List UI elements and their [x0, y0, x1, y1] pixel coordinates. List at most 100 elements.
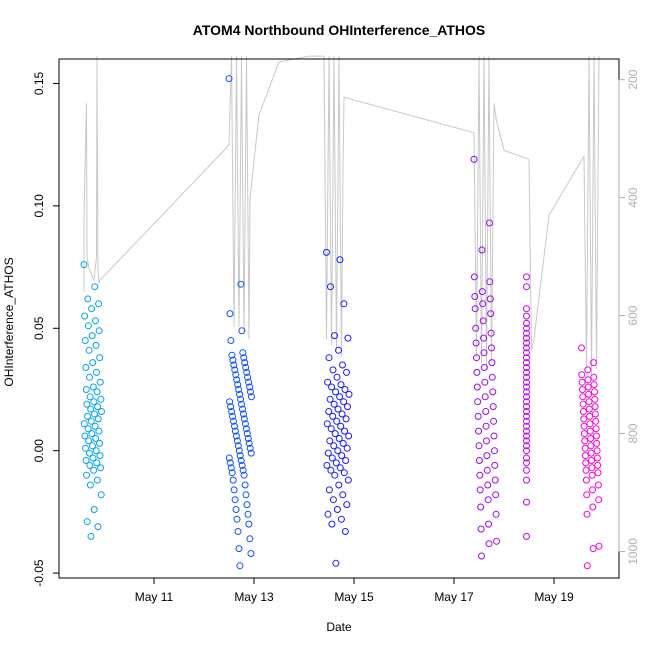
data-point — [241, 420, 249, 428]
x-axis-label: Date — [326, 620, 352, 634]
data-point — [341, 528, 349, 535]
data-point — [90, 398, 98, 406]
data-point — [473, 368, 481, 376]
data-point — [486, 278, 494, 286]
data-point — [477, 525, 485, 533]
data-point — [86, 393, 94, 401]
data-point — [97, 464, 105, 472]
data-point — [335, 481, 343, 489]
data-point — [578, 378, 586, 386]
data-point — [248, 393, 255, 401]
data-point — [523, 393, 530, 401]
data-point — [475, 427, 483, 435]
data-point — [243, 430, 251, 438]
data-point — [95, 300, 103, 308]
data-point — [488, 373, 496, 381]
data-point — [523, 354, 530, 362]
data-point — [229, 412, 236, 420]
data-point — [239, 466, 247, 474]
data-point — [523, 339, 530, 347]
data-point — [343, 501, 351, 509]
data-point — [471, 305, 479, 313]
data-points — [80, 75, 603, 570]
data-point — [233, 515, 241, 523]
data-point — [324, 510, 332, 518]
data-point — [236, 452, 244, 460]
data-point — [228, 469, 236, 477]
data-point — [523, 437, 530, 445]
data-point — [237, 280, 245, 288]
data-point — [80, 420, 88, 428]
data-point — [242, 491, 250, 499]
data-point — [80, 261, 88, 269]
data-point — [344, 334, 352, 342]
data-point — [231, 422, 238, 430]
right-tick-label: 200 — [626, 69, 640, 89]
data-point — [486, 295, 494, 303]
data-point — [235, 386, 243, 393]
data-point — [88, 430, 96, 438]
data-point — [82, 386, 90, 393]
data-point — [82, 444, 89, 452]
data-point — [580, 415, 588, 423]
data-point — [523, 273, 530, 281]
data-point — [85, 449, 93, 457]
data-point — [337, 381, 345, 389]
data-point — [84, 412, 91, 420]
data-point — [333, 417, 341, 425]
data-point — [328, 383, 336, 391]
data-point — [479, 317, 487, 325]
data-point — [327, 283, 334, 291]
data-point — [339, 361, 346, 369]
data-point — [240, 410, 247, 418]
data-point — [581, 452, 589, 460]
right-tick-label: 1000 — [626, 538, 640, 565]
data-point — [97, 395, 105, 403]
data-point — [231, 366, 239, 374]
data-point — [81, 337, 89, 344]
data-point — [475, 442, 483, 450]
data-point — [94, 403, 102, 411]
data-point — [89, 383, 97, 391]
data-point — [332, 388, 340, 396]
data-point — [83, 400, 91, 408]
y-tick-label: 0.15 — [32, 71, 46, 95]
data-point — [578, 371, 586, 379]
data-point — [247, 550, 255, 557]
data-point — [327, 425, 335, 433]
data-point — [83, 471, 91, 479]
data-point — [523, 532, 530, 540]
data-point — [89, 454, 97, 462]
data-point — [336, 464, 344, 472]
data-point — [583, 491, 591, 499]
data-point — [592, 432, 600, 440]
data-point — [593, 439, 601, 447]
data-point — [490, 432, 498, 440]
data-point — [488, 359, 496, 367]
data-point — [483, 437, 490, 445]
data-point — [343, 368, 350, 376]
data-point — [232, 432, 240, 440]
data-point — [88, 305, 96, 313]
data-point — [329, 496, 337, 504]
data-point — [325, 408, 333, 415]
data-point — [489, 403, 497, 411]
data-point — [240, 415, 248, 423]
data-point — [523, 388, 530, 396]
data-point — [345, 432, 353, 440]
data-point — [326, 437, 334, 445]
data-point — [343, 444, 351, 452]
data-point — [228, 351, 236, 359]
data-point — [324, 449, 332, 457]
data-point — [582, 459, 590, 467]
data-point — [233, 437, 241, 445]
data-point — [240, 354, 248, 362]
data-point — [523, 432, 530, 440]
data-point — [86, 461, 94, 469]
data-point — [523, 312, 530, 320]
right-tick-label: 800 — [626, 423, 640, 443]
data-point — [472, 324, 480, 332]
data-point — [487, 329, 495, 337]
data-point — [523, 383, 530, 391]
data-point — [93, 459, 101, 467]
